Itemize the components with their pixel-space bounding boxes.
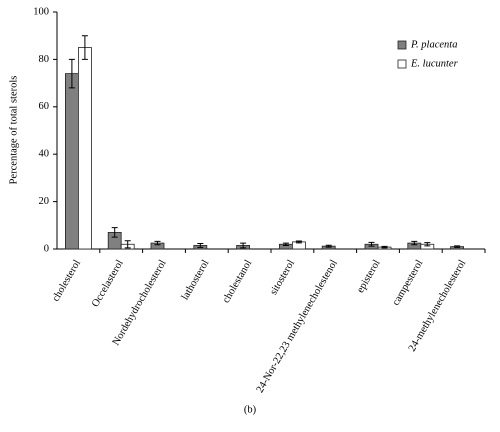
legend-swatch [397,40,407,50]
x-tick-label: campesterol [391,258,426,308]
x-tick-label: 24-Nor-22,23 methylenecholestenol [255,258,340,395]
error-bar [197,243,204,248]
error-bar [295,240,302,244]
error-bar [325,244,332,248]
y-tick-label: 0 [44,243,49,254]
error-bar [124,240,131,249]
x-tick-label: episterol [355,258,383,295]
error-bar [368,241,375,247]
y-axis-label: Percentage of total sterols [8,76,19,185]
x-tick-label: sitosterol [268,258,297,297]
y-tick-label: 60 [39,101,50,112]
error-bar [111,227,118,238]
y-tick-label: 40 [39,149,50,160]
legend-swatch [397,59,407,69]
bar [78,47,92,250]
error-bar [411,240,418,246]
error-bar [424,242,431,247]
y-tick-label: 20 [39,196,50,207]
x-tick-label: lathosterol [180,258,212,302]
error-bar [154,240,161,246]
y-tick-label: 100 [33,6,49,17]
bar [65,73,79,250]
error-bar [454,245,461,248]
error-bar [240,242,247,249]
x-tick-label: cholestanol [221,258,254,305]
error-bar [68,58,75,89]
x-tick-label: Occelasterol [90,258,126,309]
y-tick-label: 80 [39,54,50,65]
caption: (b) [244,404,257,415]
error-bar [381,245,388,249]
x-tick-label: cholesterol [51,258,84,303]
legend-label: E. lucunter [410,58,459,69]
legend-label: P. placenta [410,39,457,50]
error-bar [81,35,88,60]
error-bar [282,242,289,246]
